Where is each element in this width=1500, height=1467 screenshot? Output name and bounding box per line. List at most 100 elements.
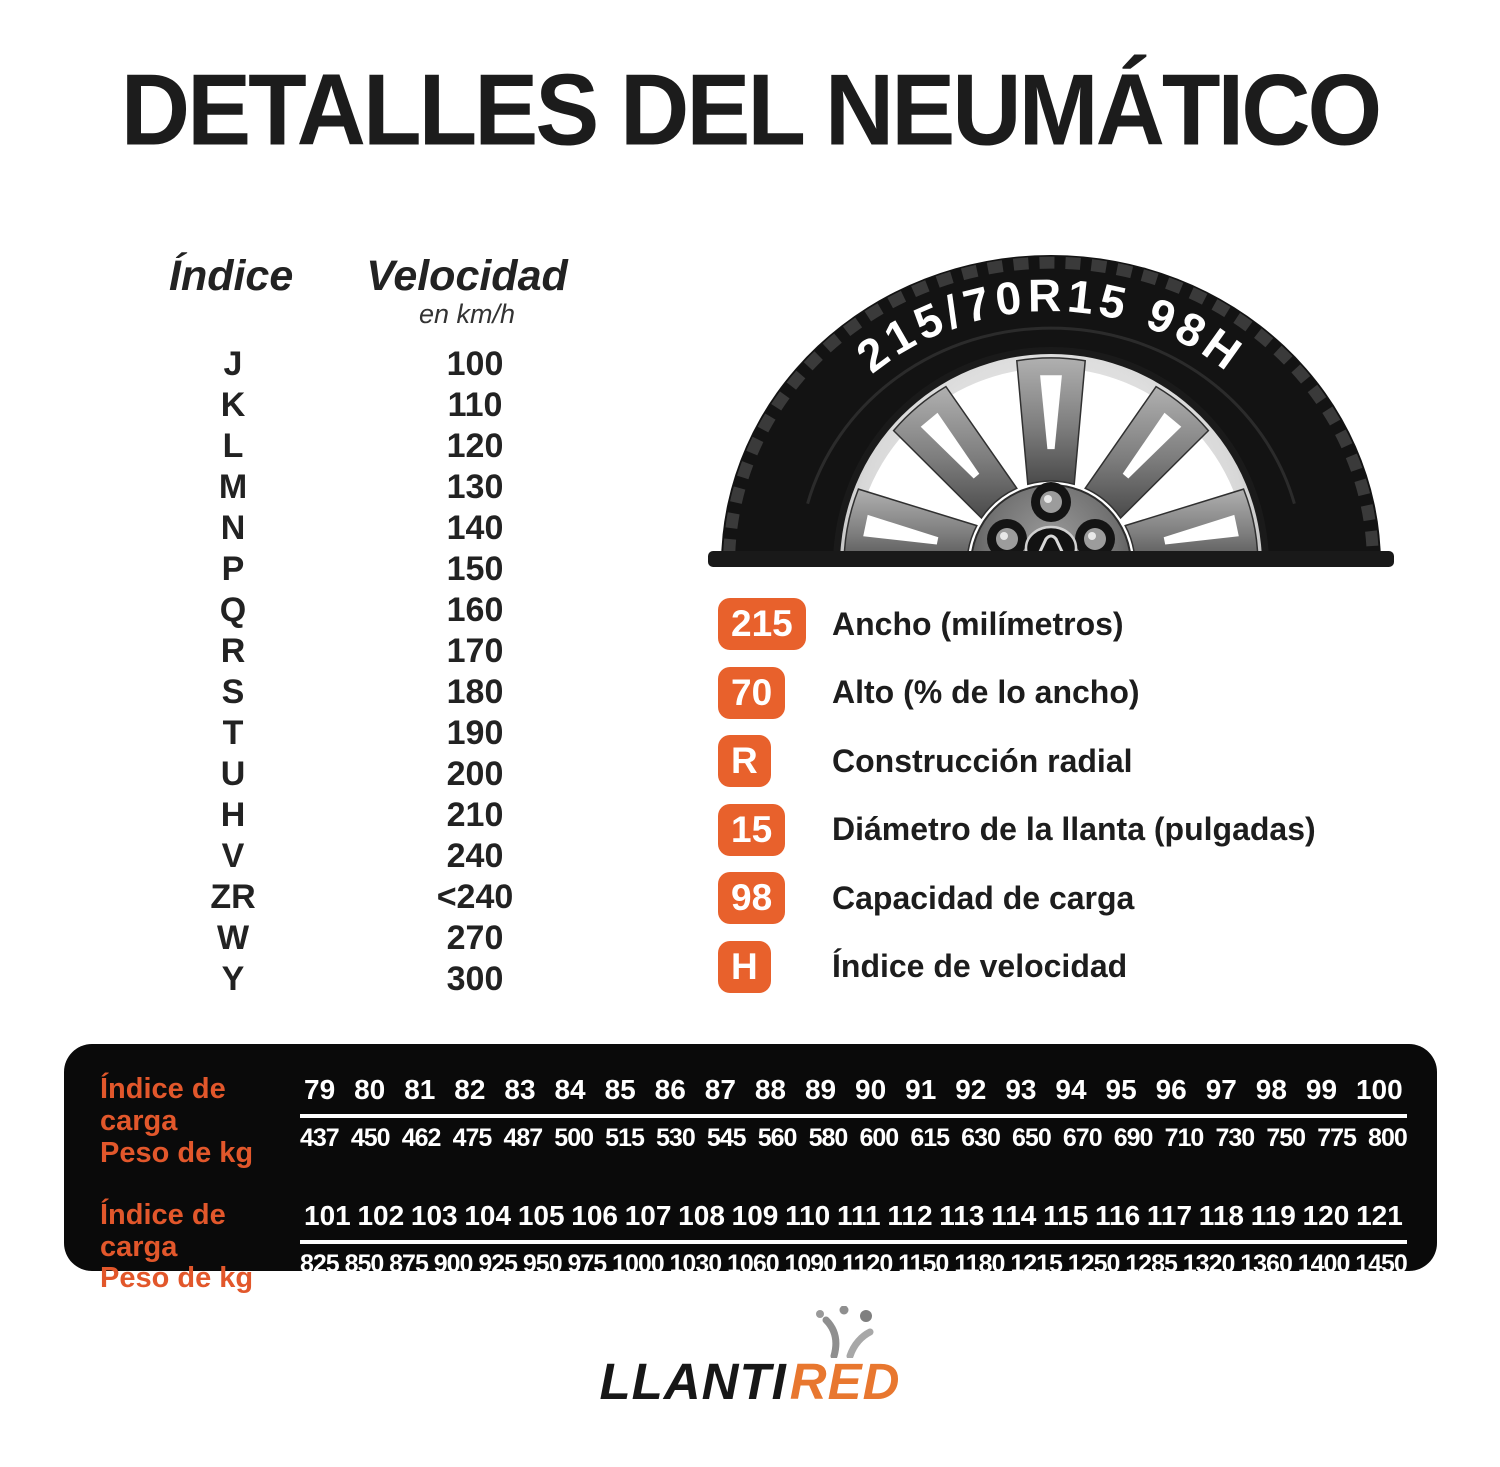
load-weight-value: 1320 bbox=[1182, 1249, 1236, 1278]
wheel-spoke-slot bbox=[920, 412, 980, 479]
wheel-spoke-slot bbox=[1040, 375, 1062, 450]
speed-value: 150 bbox=[446, 550, 504, 588]
load-weight-row: 825 850 875 900 925 950 975 1000 1030 1060 1090 112… bbox=[300, 1244, 1408, 1279]
load-index-value: 86 bbox=[654, 1074, 686, 1105]
badge-row: H Índice de velocidad bbox=[718, 933, 1316, 1002]
speed-index-letter: Y bbox=[221, 960, 245, 998]
badge-description: Diámetro de la llanta (pulgadas) bbox=[832, 811, 1316, 848]
wheel-spoke-slot bbox=[1122, 412, 1182, 479]
speed-row: Y 300 bbox=[163, 959, 583, 1000]
load-index-value: 120 bbox=[1302, 1199, 1350, 1231]
badge-slot: 15 bbox=[718, 803, 832, 856]
speed-col-velocity-header-group: Velocidad en km/h bbox=[351, 252, 583, 330]
speed-index-letter: W bbox=[216, 919, 250, 957]
speed-col-velocity-header: Velocidad bbox=[366, 252, 568, 300]
load-index-value: 118 bbox=[1198, 1199, 1244, 1231]
load-index-value: 80 bbox=[354, 1074, 386, 1105]
load-index-value: 84 bbox=[554, 1074, 586, 1105]
load-weight-value: 825 bbox=[300, 1249, 340, 1278]
badge-description: Índice de velocidad bbox=[832, 948, 1128, 985]
load-index-value: 101 bbox=[304, 1199, 351, 1231]
speed-row: N 140 bbox=[163, 508, 583, 549]
load-index-value: 81 bbox=[404, 1074, 436, 1105]
load-weight-value: 600 bbox=[859, 1124, 899, 1152]
load-index-value: 105 bbox=[517, 1199, 565, 1231]
badge-code: 15 bbox=[718, 803, 786, 856]
badge-code: 70 bbox=[718, 666, 786, 719]
speed-table-header: Índice Velocidad en km/h bbox=[163, 252, 583, 330]
load-index-value: 115 bbox=[1043, 1199, 1089, 1231]
load-index-value: 113 bbox=[939, 1199, 985, 1231]
speed-value: 200 bbox=[446, 755, 504, 793]
speed-index-letter: ZR bbox=[210, 878, 256, 916]
speed-index-letter: M bbox=[218, 468, 248, 506]
speed-value: 110 bbox=[447, 386, 503, 424]
badge-slot: 98 bbox=[718, 872, 832, 925]
load-index-value: 85 bbox=[604, 1074, 636, 1105]
load-weight-value: 1150 bbox=[898, 1249, 949, 1278]
load-weight-value: 615 bbox=[910, 1124, 950, 1152]
speed-value: 140 bbox=[446, 509, 504, 547]
load-index-value: 97 bbox=[1205, 1074, 1237, 1105]
load-weight-label: Peso de kg bbox=[100, 1136, 254, 1169]
speed-row: R 170 bbox=[163, 631, 583, 672]
speed-row: Q 160 bbox=[163, 590, 583, 631]
load-index-label: Índice de carga bbox=[100, 1198, 226, 1263]
load-weight-value: 1090 bbox=[784, 1249, 838, 1278]
speed-row: V 240 bbox=[163, 836, 583, 877]
load-weight-value: 1000 bbox=[612, 1249, 665, 1278]
tire-tread-pattern bbox=[723, 256, 1379, 555]
speed-value: 130 bbox=[446, 468, 504, 506]
speed-index-letter: V bbox=[221, 837, 245, 875]
badge-code: R bbox=[718, 735, 771, 788]
speed-row: S 180 bbox=[163, 672, 583, 713]
load-index-value: 99 bbox=[1305, 1074, 1338, 1105]
load-index-value: 96 bbox=[1155, 1074, 1187, 1105]
page-title: DETALLES DEL NEUMÁTICO bbox=[120, 54, 1382, 167]
brand-logo-inner: LLANTI RED bbox=[600, 1306, 901, 1411]
badge-slot: 215 bbox=[718, 598, 832, 651]
load-index-value: 110 bbox=[785, 1199, 831, 1231]
badge-row: 15 Diámetro de la llanta (pulgadas) bbox=[718, 796, 1316, 865]
load-index-value: 90 bbox=[855, 1074, 887, 1105]
load-weight-value: 630 bbox=[961, 1124, 1001, 1152]
speed-index-letter: J bbox=[223, 345, 243, 383]
load-index-value: 106 bbox=[571, 1199, 618, 1231]
speed-value: 170 bbox=[446, 632, 504, 670]
load-weight-value: 690 bbox=[1113, 1124, 1154, 1152]
speed-value: 300 bbox=[446, 960, 504, 998]
badge-code: 215 bbox=[718, 598, 806, 651]
load-weight-value: 800 bbox=[1368, 1124, 1408, 1152]
speed-value: 180 bbox=[446, 673, 504, 711]
load-index-value: 109 bbox=[731, 1199, 779, 1231]
wheel-center-emblem bbox=[1024, 525, 1078, 551]
speed-row: W 270 bbox=[163, 918, 583, 959]
load-index-value: 87 bbox=[704, 1074, 736, 1105]
load-index-value: 121 bbox=[1356, 1199, 1403, 1231]
load-weight-value: 1120 bbox=[841, 1249, 893, 1278]
badge-row: 215 Ancho (milímetros) bbox=[718, 590, 1316, 659]
load-weight-value: 900 bbox=[433, 1249, 474, 1278]
load-index-value: 88 bbox=[754, 1074, 786, 1105]
load-weight-value: 730 bbox=[1215, 1124, 1255, 1152]
speed-row: T 190 bbox=[163, 713, 583, 754]
load-index-value: 102 bbox=[357, 1199, 405, 1231]
load-weight-value: 1360 bbox=[1240, 1249, 1293, 1278]
load-index-row: 79 80 81 82 83 84 85 86 87 88 89 90 91 92 93 94 95 96 97 98… bbox=[300, 1074, 1407, 1118]
tire-image: 215/70R15 98H bbox=[706, 240, 1396, 570]
load-group-numbers: 101 102 103 104 105 106 107 108 109 110 111 112 113 1… bbox=[300, 1199, 1408, 1300]
load-index-value: 112 bbox=[887, 1199, 933, 1231]
speed-row: ZR <240 bbox=[163, 877, 583, 918]
speed-value: 120 bbox=[446, 427, 504, 465]
load-index-value: 114 bbox=[991, 1199, 1037, 1231]
speed-row: J 100 bbox=[163, 344, 583, 385]
speed-value: 270 bbox=[446, 919, 504, 957]
load-weight-value: 850 bbox=[344, 1249, 385, 1278]
load-index-value: 79 bbox=[304, 1074, 336, 1105]
load-weight-value: 1180 bbox=[954, 1249, 1005, 1278]
speed-table-rows: J 100 K 110 L 120 M 130 N 140 P 150 Q 160 R 170 S 180 T 190… bbox=[163, 344, 583, 1000]
speed-value: 210 bbox=[446, 796, 504, 834]
load-group-numbers: 79 80 81 82 83 84 85 86 87 88 89 90 91 92 93 94 95 96 97 98… bbox=[300, 1074, 1408, 1174]
wheel-rim bbox=[833, 347, 1269, 551]
load-weight-value: 515 bbox=[605, 1124, 645, 1152]
